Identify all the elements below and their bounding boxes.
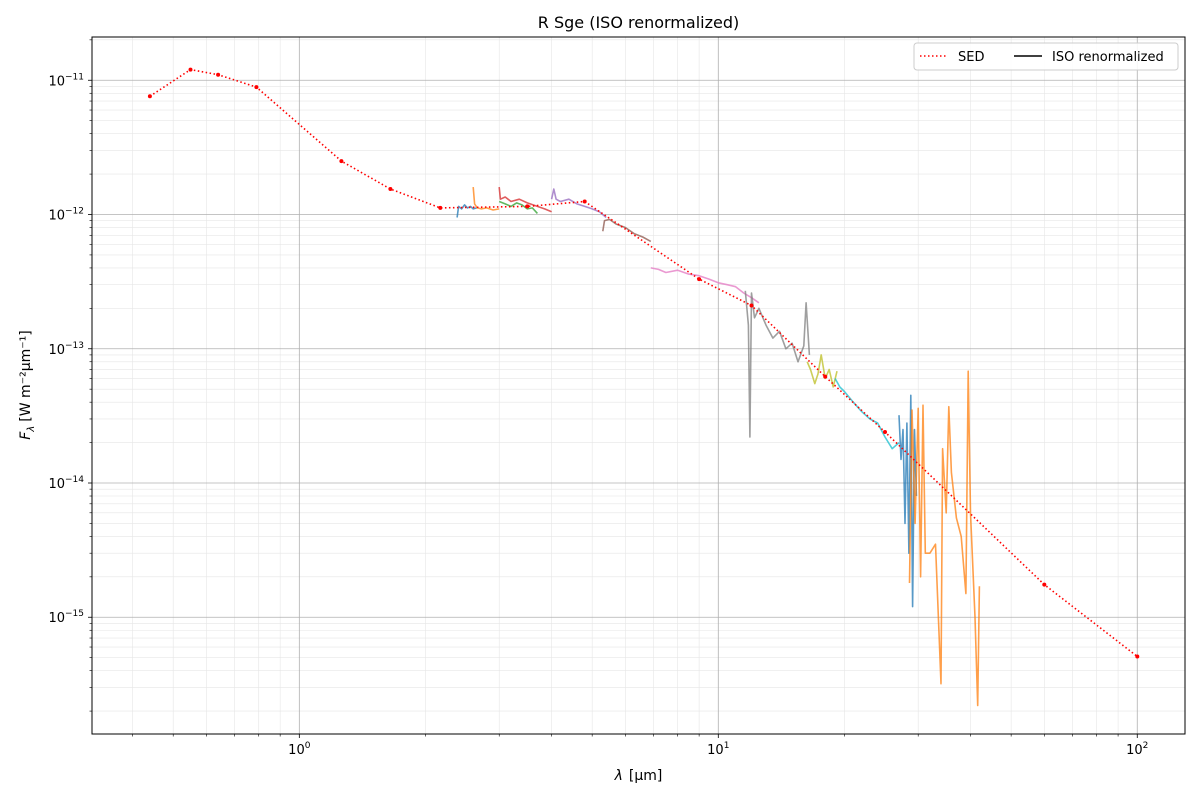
x-axis-label-var: λ — [614, 768, 623, 784]
y-tick-label: 10−11 — [48, 72, 84, 89]
legend-box — [913, 42, 1179, 71]
x-tick-label-base: 10 — [1126, 743, 1143, 758]
sed-point — [388, 187, 393, 191]
iso-segment-7 — [744, 290, 811, 438]
sed-point — [147, 94, 152, 99]
sed-point — [1042, 582, 1047, 587]
y-tick-label-exp: −15 — [65, 609, 84, 619]
iso-segment-4 — [550, 188, 607, 219]
y-tick-label: 10−13 — [48, 341, 84, 358]
x-tick-label-exp: 2 — [1143, 741, 1149, 751]
x-axis-label: λ [μm] — [614, 768, 663, 784]
y-tick-label: 10−15 — [48, 609, 84, 626]
sed-point — [1135, 654, 1140, 659]
y-tick-label-exp: −11 — [65, 72, 84, 82]
sed-point — [525, 204, 530, 209]
sed-point — [339, 159, 344, 164]
y-tick-label-exp: −12 — [65, 207, 84, 217]
sed-point — [883, 430, 887, 434]
y-tick-label-base: 10 — [48, 611, 65, 626]
legend: SED ISO renormalized — [913, 42, 1179, 71]
sed-point — [216, 72, 221, 77]
y-axis-label-var: F — [18, 431, 34, 440]
iso-segment-0 — [456, 204, 477, 218]
y-tick-label-exp: −13 — [65, 341, 84, 351]
sed-point — [188, 67, 193, 72]
sed-point — [823, 374, 828, 379]
y-tick-label-base: 10 — [48, 74, 65, 89]
major-grid — [92, 37, 1185, 734]
iso-segment-11 — [908, 370, 981, 707]
iso-segment-6 — [650, 267, 760, 304]
minor-grid — [92, 37, 1185, 734]
iso-segment-9 — [834, 378, 900, 450]
y-tick-label-base: 10 — [48, 477, 65, 492]
x-axis-label-unit: [μm] — [629, 768, 662, 784]
sed-point — [254, 85, 259, 90]
y-tick-label-base: 10 — [48, 343, 65, 358]
sed-point — [749, 303, 754, 308]
iso-segment-10 — [898, 394, 918, 608]
y-axis-label-unit: [W m⁻²μm⁻¹] — [18, 330, 34, 421]
y-tick-label-base: 10 — [48, 209, 65, 224]
x-tick-label-exp: 0 — [305, 741, 311, 751]
series-layer — [147, 67, 1140, 707]
y-axis-label-sub: λ — [26, 426, 37, 433]
y-axis-label: Fλ [W m⁻²μm⁻¹] — [18, 330, 37, 439]
iso-segment-8 — [806, 354, 838, 388]
legend-sed-label: SED — [958, 50, 984, 65]
sed-point — [438, 205, 443, 210]
x-tick-label: 102 — [1126, 741, 1148, 758]
y-tick-label-exp: −14 — [65, 475, 84, 485]
sed-point — [697, 277, 702, 282]
x-tick-label: 100 — [288, 741, 311, 758]
plot-frame — [91, 36, 1186, 735]
iso-segment-2 — [498, 200, 538, 214]
legend-iso-label: ISO renormalized — [1052, 50, 1164, 65]
x-tick-label-exp: 1 — [724, 741, 730, 751]
x-tick-label-base: 10 — [707, 743, 724, 758]
iso-segment-3 — [498, 187, 552, 213]
sed-point — [582, 199, 587, 204]
y-tick-label: 10−14 — [48, 475, 84, 492]
x-tick-label: 101 — [707, 741, 729, 758]
y-tick-label: 10−12 — [48, 207, 84, 224]
iso-segment-5 — [602, 218, 652, 243]
iso-segment-1 — [472, 187, 500, 211]
chart-title: R Sge (ISO renormalized) — [538, 13, 739, 32]
x-tick-label-base: 10 — [288, 743, 305, 758]
